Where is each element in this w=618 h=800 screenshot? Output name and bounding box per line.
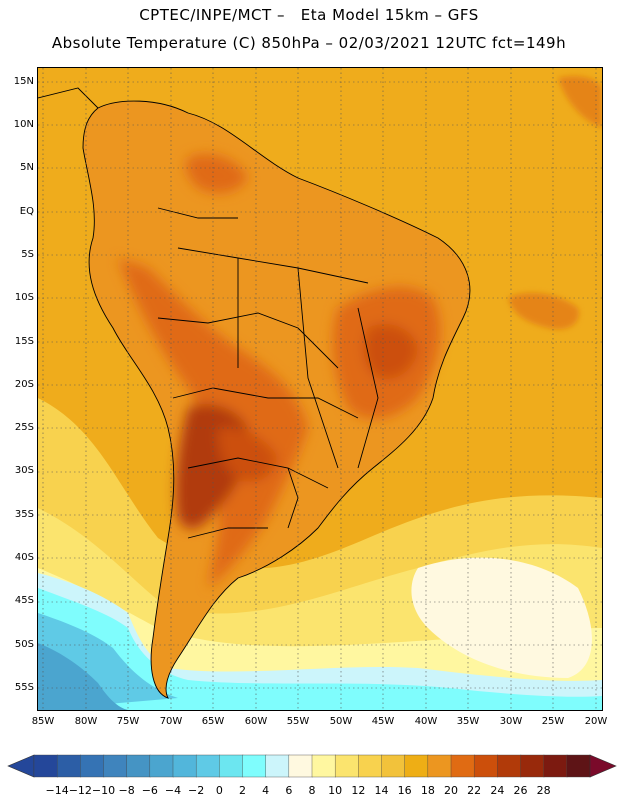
colorbar-swatch: [288, 754, 313, 778]
lon-label-45w: 45W: [371, 716, 395, 727]
colorbar: [0, 750, 618, 800]
colorbar-under-arrow: [7, 754, 35, 778]
colorbar-swatch: [543, 754, 568, 778]
bahia-hot-core: [363, 324, 418, 379]
atlantic-warm-patch: [508, 292, 579, 330]
caribbean-warm-patch: [558, 76, 602, 128]
lat-label-eq: EQ: [19, 206, 34, 217]
colorbar-swatch: [427, 754, 452, 778]
lat-label-5s: 5S: [21, 249, 34, 260]
colorbar-swatch: [404, 754, 429, 778]
lon-label-40w: 40W: [414, 716, 438, 727]
colorbar-tick-label: −10: [91, 784, 116, 797]
colorbar-swatch: [520, 754, 545, 778]
lat-label-30s: 30S: [14, 465, 34, 476]
map-panel: [37, 67, 603, 711]
colorbar-swatch: [172, 754, 197, 778]
colorbar-swatch: [219, 754, 244, 778]
colorbar-swatches: [7, 754, 617, 778]
colorbar-over-arrow: [589, 754, 617, 778]
colorbar-swatch: [450, 754, 475, 778]
coldest-core: [38, 643, 128, 710]
venezuela-heat: [186, 154, 248, 194]
colorbar-tick-label: 24: [490, 784, 505, 797]
lon-label-85w: 85W: [31, 716, 55, 727]
colorbar-tick-label: 12: [351, 784, 366, 797]
colorbar-tick-label: 14: [374, 784, 389, 797]
colorbar-swatch: [33, 754, 58, 778]
colorbar-tick-label: −4: [164, 784, 182, 797]
lon-label-20w: 20W: [584, 716, 608, 727]
colorbar-tick-label: −8: [118, 784, 135, 797]
lon-label-55w: 55W: [286, 716, 310, 727]
colorbar-swatch: [195, 754, 221, 778]
lat-label-5n: 5N: [20, 162, 34, 173]
lat-label-35s: 35S: [14, 509, 34, 520]
colorbar-tick-label: 18: [420, 784, 435, 797]
colorbar-tick-label: −2: [188, 784, 205, 797]
colder-field: [38, 588, 602, 710]
colorbar-swatch: [242, 754, 267, 778]
colorbar-tick-label: 4: [262, 784, 270, 797]
title-line-2: Absolute Temperature (C) 850hPa – 02/03/…: [51, 34, 567, 52]
lat-label-15n: 15N: [13, 76, 34, 87]
lon-label-65w: 65W: [201, 716, 225, 727]
lat-label-10s: 10S: [14, 292, 34, 303]
lat-label-45s: 45S: [14, 595, 34, 606]
lon-label-70w: 70W: [159, 716, 183, 727]
colorbar-swatch: [566, 754, 591, 778]
lat-label-20s: 20S: [14, 379, 34, 390]
lon-label-75w: 75W: [116, 716, 140, 727]
colorbar-tick-label: 10: [328, 784, 343, 797]
colorbar-tick-label: 2: [239, 784, 246, 797]
colorbar-tick-label: 28: [536, 784, 551, 797]
colorbar-swatch: [381, 754, 406, 778]
colorbar-tick-label: −6: [141, 784, 158, 797]
lon-label-35w: 35W: [456, 716, 480, 727]
colorbar-swatch: [311, 754, 336, 778]
cold-field: [38, 573, 602, 710]
lat-label-25s: 25S: [14, 422, 34, 433]
paraguay-hot-core: [217, 427, 278, 482]
colorbar-swatch: [265, 754, 290, 778]
colorbar-swatch: [149, 754, 174, 778]
colorbar-tick-label: 26: [513, 784, 528, 797]
temperature-map: [38, 68, 602, 710]
lon-label-25w: 25W: [541, 716, 565, 727]
colorbar-swatch: [497, 754, 522, 778]
lon-label-50w: 50W: [329, 716, 353, 727]
title-line-1: CPTEC/INPE/MCT – Eta Model 15km – GFS: [139, 6, 479, 24]
colorbar-swatch: [80, 754, 105, 778]
colorbar-tick-label: 20: [444, 784, 458, 797]
colorbar-tick-label: −12: [68, 784, 92, 797]
graticule: [38, 68, 602, 710]
colorbar-swatch: [358, 754, 383, 778]
lat-label-50s: 50S: [14, 639, 34, 650]
colorbar-swatch: [334, 754, 360, 778]
lat-label-10n: 10N: [13, 119, 34, 130]
cool-patch: [411, 557, 592, 678]
colorbar-swatch: [56, 754, 82, 778]
colorbar-swatch: [473, 754, 499, 778]
colorbar-tick-label: 16: [397, 784, 412, 797]
lat-label-15s: 15S: [14, 336, 34, 347]
colorbar-swatch: [103, 754, 128, 778]
colorbar-tick-label: 6: [285, 784, 293, 797]
colorbar-tick-label: 22: [467, 784, 482, 797]
colorbar-swatch: [126, 754, 151, 778]
lat-label-40s: 40S: [14, 552, 34, 563]
lon-label-30w: 30W: [499, 716, 523, 727]
lon-label-80w: 80W: [74, 716, 98, 727]
colorbar-tick-label: −14: [45, 784, 69, 797]
lon-label-60w: 60W: [244, 716, 268, 727]
colorbar-tick-label: 0: [215, 784, 223, 797]
lat-label-55s: 55S: [14, 682, 34, 693]
colorbar-tick-label: 8: [308, 784, 316, 797]
coastlines: [38, 87, 471, 699]
